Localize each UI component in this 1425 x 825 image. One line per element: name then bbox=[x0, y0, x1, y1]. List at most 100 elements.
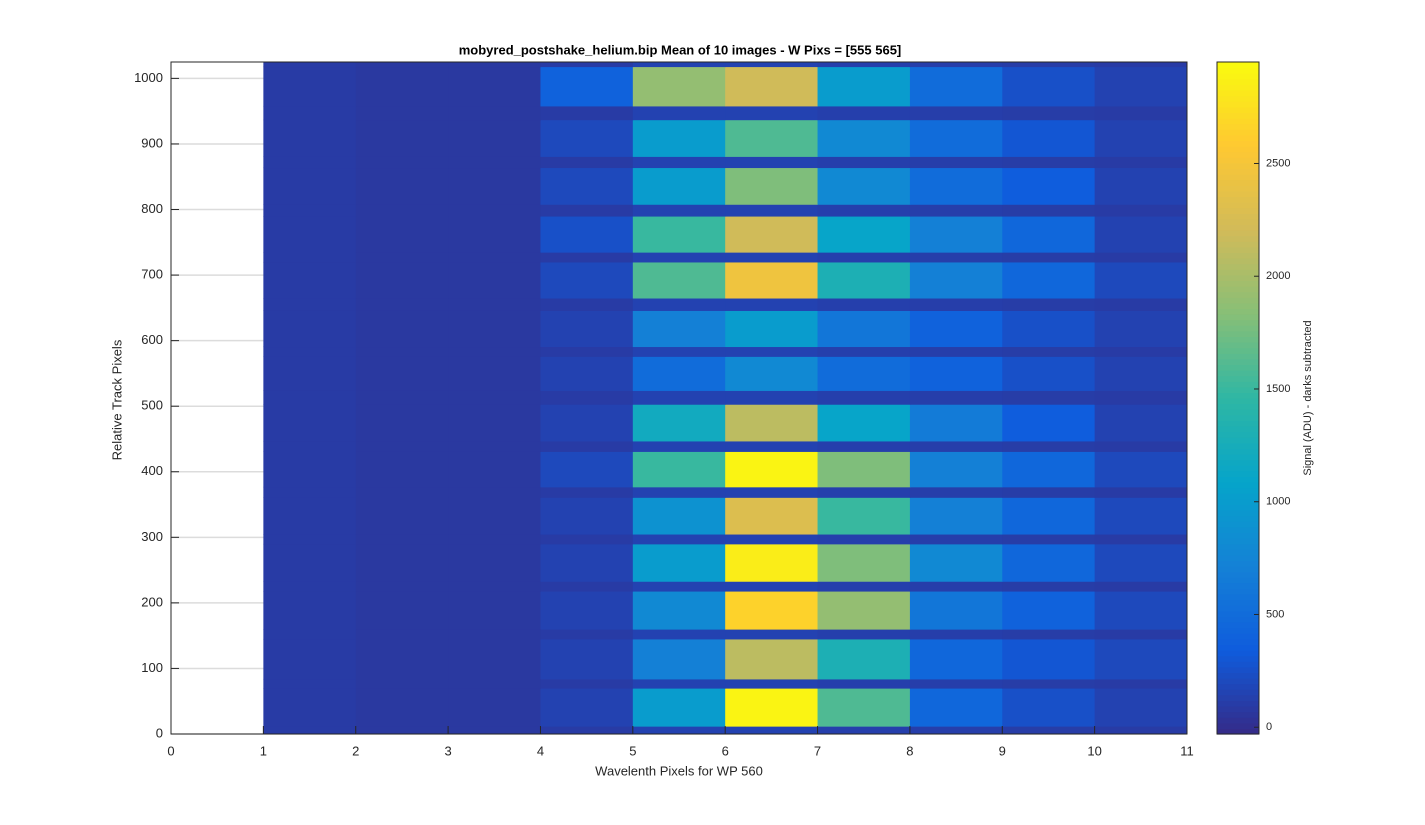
x-tick-label: 9 bbox=[999, 743, 1006, 758]
x-tick-label: 11 bbox=[1180, 743, 1194, 758]
heatmap-cell bbox=[448, 404, 541, 442]
x-axis-label: Wavelenth Pixels for WP 560 bbox=[595, 763, 763, 778]
heatmap-cell bbox=[263, 310, 357, 348]
heatmap-cell bbox=[355, 261, 449, 299]
heatmap-cell bbox=[817, 404, 911, 442]
heatmap-cell bbox=[725, 346, 819, 357]
colorbar-segment bbox=[1217, 358, 1259, 365]
heatmap-cell bbox=[1002, 356, 1096, 391]
colorbar-segment bbox=[1217, 84, 1259, 91]
heatmap-cell bbox=[632, 591, 726, 630]
colorbar-segment bbox=[1217, 218, 1259, 225]
heatmap-cell bbox=[263, 167, 357, 205]
heatmap-cell bbox=[1002, 252, 1096, 263]
x-tick-label: 1 bbox=[260, 743, 267, 758]
heatmap-cell bbox=[632, 497, 726, 535]
colorbar-segment bbox=[1217, 319, 1259, 326]
heatmap-cell bbox=[1094, 534, 1188, 545]
heatmap-cell bbox=[909, 629, 1003, 640]
colorbar-segment bbox=[1217, 157, 1259, 164]
heatmap-cell bbox=[632, 726, 726, 735]
y-tick-label: 800 bbox=[141, 201, 163, 216]
heatmap-cell bbox=[540, 105, 634, 121]
colorbar-tick-label: 2000 bbox=[1266, 270, 1290, 282]
heatmap-cell bbox=[540, 688, 634, 727]
heatmap-cell bbox=[1002, 298, 1096, 311]
colorbar-segment bbox=[1217, 722, 1259, 729]
colorbar-segment bbox=[1217, 398, 1259, 405]
heatmap-cell bbox=[725, 261, 819, 299]
heatmap-cell bbox=[355, 66, 449, 107]
heatmap-cell bbox=[540, 451, 634, 488]
colorbar-tick-label: 1000 bbox=[1266, 496, 1290, 508]
heatmap-cell bbox=[632, 486, 726, 498]
heatmap-cell bbox=[909, 486, 1003, 498]
colorbar-segment bbox=[1217, 605, 1259, 612]
heatmap-cell bbox=[448, 638, 541, 680]
heatmap-cell bbox=[817, 167, 911, 205]
heatmap-cell bbox=[1094, 252, 1188, 263]
heatmap-cell bbox=[725, 688, 819, 727]
heatmap-cell bbox=[632, 678, 726, 689]
x-tick-label: 7 bbox=[814, 743, 821, 758]
colorbar-segment bbox=[1217, 700, 1259, 707]
heatmap-cell bbox=[817, 66, 911, 107]
colorbar-segment bbox=[1217, 146, 1259, 153]
colorbar-segment bbox=[1217, 134, 1259, 141]
heatmap-cell bbox=[1002, 62, 1096, 68]
heatmap-cell bbox=[355, 204, 449, 217]
heatmap-cell bbox=[263, 356, 357, 391]
heatmap-cell bbox=[632, 629, 726, 640]
colorbar-segment bbox=[1217, 610, 1259, 617]
heatmap-cell bbox=[263, 66, 357, 107]
colorbar-segment bbox=[1217, 482, 1259, 489]
colorbar-segment bbox=[1217, 655, 1259, 662]
heatmap-cell bbox=[1094, 638, 1188, 680]
heatmap-cell bbox=[817, 726, 911, 735]
heatmap-cell bbox=[540, 440, 634, 452]
heatmap-cell bbox=[540, 216, 634, 253]
colorbar-segment bbox=[1217, 521, 1259, 528]
colorbar-segment bbox=[1217, 392, 1259, 399]
heatmap-cell bbox=[632, 346, 726, 357]
heatmap-cell bbox=[1002, 638, 1096, 680]
colorbar-segment bbox=[1217, 162, 1259, 169]
heatmap-cell bbox=[1094, 678, 1188, 689]
colorbar-segment bbox=[1217, 353, 1259, 360]
heatmap-cell bbox=[817, 298, 911, 311]
heatmap-cell bbox=[1094, 298, 1188, 311]
colorbar-segment bbox=[1217, 274, 1259, 281]
heatmap-cell bbox=[632, 310, 726, 348]
heatmap-cell bbox=[725, 591, 819, 630]
heatmap-cell bbox=[263, 252, 357, 263]
heatmap-cell bbox=[540, 404, 634, 442]
colorbar-segment bbox=[1217, 302, 1259, 309]
colorbar-segment bbox=[1217, 454, 1259, 461]
colorbar-segment bbox=[1217, 375, 1259, 382]
heatmap-cell bbox=[1094, 204, 1188, 217]
heatmap-cell bbox=[909, 310, 1003, 348]
heatmap-cell bbox=[909, 440, 1003, 452]
colorbar-segment bbox=[1217, 487, 1259, 494]
heatmap-cell bbox=[1002, 216, 1096, 253]
colorbar-segment bbox=[1217, 532, 1259, 539]
heatmap-cell bbox=[540, 62, 634, 68]
heatmap-cell bbox=[632, 440, 726, 452]
heatmap-cell bbox=[1002, 156, 1096, 169]
heatmap-cell bbox=[263, 204, 357, 217]
heatmap-cell bbox=[263, 638, 357, 680]
colorbar-segment bbox=[1217, 168, 1259, 175]
heatmap-cell bbox=[1002, 261, 1096, 299]
heatmap-cell bbox=[817, 638, 911, 680]
heatmap-cell bbox=[1094, 726, 1188, 735]
colorbar-segment bbox=[1217, 616, 1259, 623]
heatmap-cell bbox=[725, 156, 819, 169]
colorbar-segment bbox=[1217, 560, 1259, 567]
heatmap-cell bbox=[725, 581, 819, 592]
colorbar-segment bbox=[1217, 571, 1259, 578]
heatmap-cell bbox=[448, 440, 541, 452]
heatmap-cell bbox=[355, 156, 449, 169]
colorbar-segment bbox=[1217, 151, 1259, 158]
heatmap-cell bbox=[1002, 581, 1096, 592]
